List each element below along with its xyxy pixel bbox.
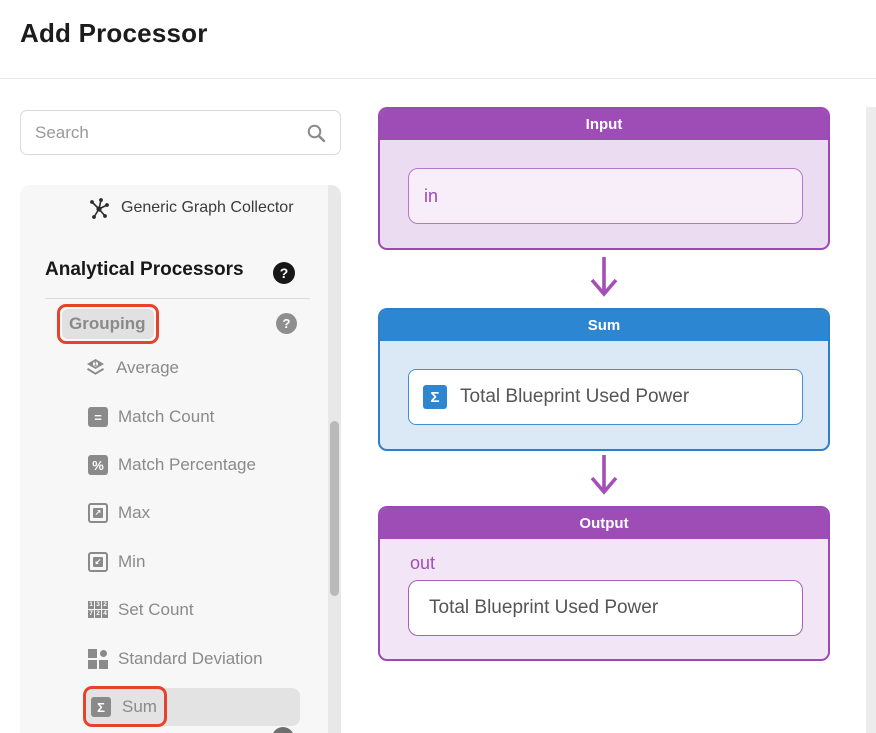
sidebar-item-label: Match Count (118, 407, 215, 426)
sidebar-item-label: Match Percentage (118, 455, 256, 474)
panel-scrollbar-track[interactable] (866, 107, 876, 733)
sidebar-item-label: Max (118, 503, 151, 522)
output-field-value: Total Blueprint Used Power (429, 597, 659, 618)
sidebar-item-min[interactable]: ↙ Min (88, 548, 145, 576)
svg-text:1: 1 (94, 362, 98, 368)
sidebar-scrollbar-thumb[interactable] (330, 421, 339, 596)
input-port-label: in (424, 185, 439, 206)
percent-icon: % (88, 455, 108, 475)
output-node[interactable]: Output out Total Blueprint Used Power (378, 506, 830, 661)
sigma-icon: Σ (91, 697, 111, 717)
output-field[interactable]: Total Blueprint Used Power (408, 580, 803, 636)
output-node-header: Output (380, 508, 828, 539)
search-box[interactable] (20, 110, 341, 155)
next-section-help-icon[interactable]: ? (272, 727, 294, 733)
flow-arrow-down-icon (590, 257, 618, 297)
sidebar-item-label: Set Count (118, 600, 194, 619)
graph-nodes-icon (88, 197, 111, 220)
sidebar-item-label: Sum (122, 697, 157, 716)
sidebar-item-sum[interactable]: Σ Sum (85, 688, 300, 726)
sidebar-item-standard-deviation[interactable]: Standard Deviation (88, 645, 263, 673)
flow-arrow-down-icon (590, 455, 618, 495)
page-title: Add Processor (20, 18, 208, 48)
search-icon (306, 123, 326, 143)
section-divider (45, 298, 310, 299)
sum-field[interactable]: Σ Total Blueprint Used Power (408, 369, 803, 425)
output-port-label: out (410, 553, 436, 573)
grouping-help-icon[interactable]: ? (276, 313, 297, 334)
processor-list: Generic Graph Collector Analytical Proce… (20, 185, 341, 733)
sum-field-value: Total Blueprint Used Power (460, 386, 690, 407)
search-input[interactable] (35, 122, 306, 143)
sigma-icon: Σ (423, 385, 447, 409)
section-analytical-processors: Analytical Processors (45, 259, 244, 280)
sidebar-item-match-percentage[interactable]: % Match Percentage (88, 451, 256, 479)
max-icon: ↗ (88, 503, 108, 523)
input-port-field[interactable]: in (408, 168, 803, 224)
sum-node[interactable]: Sum Σ Total Blueprint Used Power (378, 308, 830, 451)
sidebar-item-label: Min (118, 552, 146, 571)
sidebar-subsection-grouping[interactable]: Grouping (62, 309, 154, 339)
sidebar-item-set-count[interactable]: 1 3 2 7 2 4 Set Count (88, 596, 194, 624)
sidebar-item-match-count[interactable]: = Match Count (88, 403, 214, 431)
header-divider (0, 78, 876, 79)
sidebar-item-average[interactable]: 1 Average (85, 354, 179, 382)
sidebar-item-label: Generic Graph Collector (121, 199, 294, 216)
sum-node-header: Sum (380, 310, 828, 341)
set-count-icon: 1 3 2 7 2 4 (88, 601, 108, 618)
sidebar-item-max[interactable]: ↗ Max (88, 499, 150, 527)
min-icon: ↙ (88, 552, 108, 572)
subsection-label: Grouping (69, 314, 146, 333)
sidebar-item-generic-graph-collector[interactable]: Generic Graph Collector (88, 194, 294, 222)
sidebar-scrollbar-track[interactable] (328, 185, 341, 733)
equals-icon: = (88, 407, 108, 427)
input-node[interactable]: Input in (378, 107, 830, 250)
layers-icon: 1 (85, 358, 106, 379)
section-help-icon[interactable]: ? (273, 262, 295, 284)
input-node-header: Input (380, 109, 828, 140)
sidebar-item-label: Standard Deviation (118, 649, 263, 668)
sidebar-item-label: Average (116, 358, 180, 377)
std-dev-icon (88, 649, 108, 669)
